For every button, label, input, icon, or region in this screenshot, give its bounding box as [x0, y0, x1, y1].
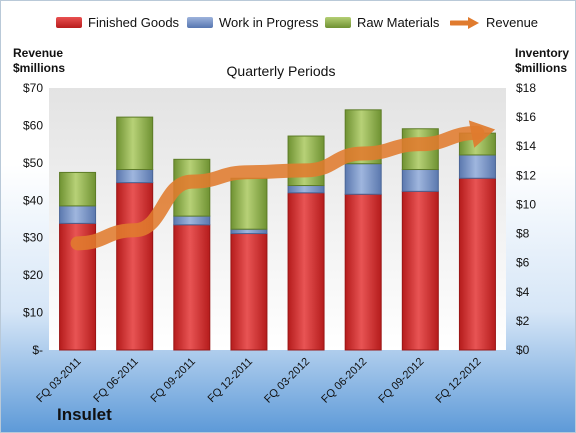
- bar-work-in-progress: [230, 228, 268, 235]
- right-axis-tick-label: $16: [516, 110, 536, 124]
- x-axis-tick-label: FQ 06-2012: [319, 356, 369, 406]
- legend-swatch-work-in-progress: [187, 17, 213, 28]
- right-axis-title-line1: Inventory: [515, 46, 570, 60]
- left-axis-tick-label: $50: [23, 156, 43, 170]
- chart-title: Quarterly Periods: [226, 63, 336, 79]
- left-axis-tick-label: $70: [23, 81, 43, 95]
- x-axis-tick-label: FQ 09-2012: [376, 356, 426, 406]
- right-axis-tick-label: $4: [516, 285, 530, 299]
- bar-work-in-progress: [458, 154, 496, 179]
- bar-finished-goods: [458, 177, 496, 351]
- bar-finished-goods: [401, 190, 439, 351]
- legend-item-finished-goods: Finished Goods: [56, 15, 179, 30]
- x-axis-tick-label: FQ 03-2012: [262, 356, 312, 406]
- bar-work-in-progress: [401, 169, 439, 192]
- right-axis-tick-label: $6: [516, 256, 530, 270]
- left-axis-title-line1: Revenue: [13, 46, 64, 60]
- bar-raw-materials: [59, 171, 97, 207]
- bar-finished-goods: [344, 193, 382, 351]
- bar-work-in-progress: [287, 185, 325, 194]
- bar-raw-materials: [287, 135, 325, 187]
- left-axis-tick-label: $20: [23, 268, 43, 282]
- legend-label-raw-materials: Raw Materials: [357, 15, 440, 30]
- bar-work-in-progress: [116, 169, 154, 184]
- legend-item-raw-materials: Raw Materials: [325, 15, 439, 30]
- bar-finished-goods: [116, 182, 154, 351]
- right-axis-tick-label: $10: [516, 197, 536, 211]
- legend-label-revenue: Revenue: [486, 15, 539, 30]
- legend-item-work-in-progress: Work in Progress: [187, 15, 318, 30]
- right-axis-title-line2: $millions: [515, 61, 568, 75]
- bar-work-in-progress: [344, 163, 382, 195]
- left-axis-tick-label: $60: [23, 118, 43, 132]
- legend: Finished Goods Work in Progress Raw Mate…: [1, 15, 575, 35]
- left-axis-title: Revenue $millions: [13, 46, 65, 76]
- bar-work-in-progress: [59, 205, 97, 224]
- legend-swatch-raw-materials: [325, 17, 351, 28]
- bar-work-in-progress: [173, 215, 211, 226]
- legend-item-revenue: Revenue: [450, 15, 538, 30]
- legend-swatch-finished-goods: [56, 17, 82, 28]
- left-axis-tick-label: $-: [32, 343, 43, 357]
- right-axis-title: Inventory $millions: [515, 46, 569, 76]
- left-axis-title-line2: $millions: [13, 61, 66, 75]
- x-axis-tick-label: FQ 09-2011: [149, 356, 198, 405]
- left-axis-tick-label: $40: [23, 193, 43, 207]
- bar-finished-goods: [230, 233, 268, 351]
- right-axis-tick-label: $18: [516, 81, 536, 95]
- right-axis-tick-label: $2: [516, 314, 530, 328]
- right-axis-tick-label: $8: [516, 227, 530, 241]
- left-axis-tick-label: $10: [23, 306, 43, 320]
- x-axis-tick-label: FQ 03-2011: [34, 356, 83, 405]
- right-axis-tick-label: $12: [516, 168, 536, 182]
- right-axis-tick-label: $14: [516, 139, 536, 153]
- x-axis-tick-label: FQ 12-2011: [206, 356, 255, 405]
- bar-raw-materials: [230, 177, 268, 230]
- right-axis-tick-label: $0: [516, 343, 530, 357]
- legend-label-work-in-progress: Work in Progress: [219, 15, 319, 30]
- x-axis-tick-label: FQ 06-2011: [91, 356, 140, 405]
- bar-finished-goods: [287, 192, 325, 351]
- bar-finished-goods: [173, 224, 211, 351]
- company-name: Insulet: [57, 405, 112, 424]
- bar-raw-materials: [116, 116, 154, 171]
- left-axis-tick-label: $30: [23, 231, 43, 245]
- legend-arrow-icon: [450, 16, 479, 29]
- revenue-line: [70, 125, 485, 251]
- x-axis-tick-label: FQ 12-2012: [434, 356, 484, 406]
- legend-label-finished-goods: Finished Goods: [88, 15, 180, 30]
- revenue-arrowhead: [468, 120, 496, 148]
